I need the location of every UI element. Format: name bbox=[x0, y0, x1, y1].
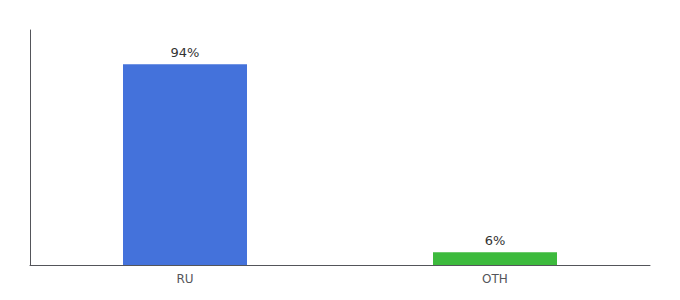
svg-text:RU: RU bbox=[176, 272, 193, 286]
svg-text:OTH: OTH bbox=[482, 272, 508, 286]
svg-text:94%: 94% bbox=[171, 45, 200, 60]
svg-text:6%: 6% bbox=[485, 233, 506, 248]
